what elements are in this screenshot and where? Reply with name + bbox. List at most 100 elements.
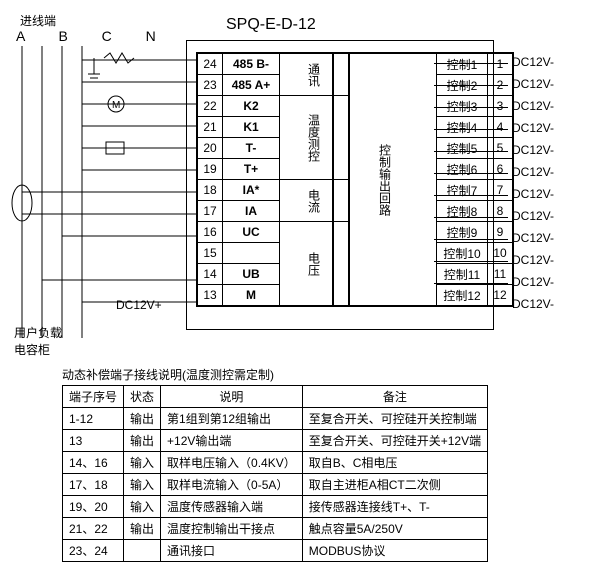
spec-table: 端子序号状态说明备注1-12输出第1组到第12组输出至复合开关、可控硅开关控制端…	[62, 385, 488, 562]
spec-cell: 输出	[124, 430, 161, 452]
dc12v-minus-label: DC12V-	[512, 77, 554, 91]
control-channel-number: 1	[488, 54, 513, 75]
spec-cell: 温度控制输出干接点	[161, 518, 303, 540]
spec-cell: 至复合开关、可控硅开关控制端	[302, 408, 487, 430]
dc12v-minus-label: DC12V-	[512, 253, 554, 267]
dc12v-minus-label: DC12V-	[512, 187, 554, 201]
dc-wire	[434, 129, 508, 130]
terminal-signal: IA	[223, 201, 280, 222]
right-terminal-block: 控制输出回路控制11控制22控制33控制44控制55控制66控制77控制88控制…	[332, 52, 514, 307]
dc12v-minus-label: DC12V-	[512, 165, 554, 179]
control-channel-number: 7	[488, 180, 513, 201]
terminal-signal: K2	[223, 96, 280, 117]
dc-wire	[434, 151, 508, 152]
left-schematic: M	[8, 8, 198, 348]
control-output-label: 控制输出回路	[334, 54, 437, 306]
control-channel-label: 控制1	[437, 54, 488, 75]
spec-cell: 取样电流输入（0-5A）	[161, 474, 303, 496]
dc12v-minus-label: DC12V-	[512, 143, 554, 157]
dc12v-minus-label: DC12V-	[512, 297, 554, 311]
control-channel-label: 控制11	[437, 264, 488, 285]
spec-cell: 至复合开关、可控硅开关+12V端	[302, 430, 487, 452]
spec-cell: 通讯接口	[161, 540, 303, 562]
dc12v-minus-label: DC12V-	[512, 209, 554, 223]
dc-wire	[434, 305, 508, 306]
dc12v-minus-label: DC12V-	[512, 275, 554, 289]
spec-cell: 13	[63, 430, 124, 452]
terminal-number: 19	[198, 159, 223, 180]
terminal-signal: IA*	[223, 180, 280, 201]
spec-cell: 输出	[124, 518, 161, 540]
control-channel-number: 12	[488, 285, 513, 306]
spec-title: 动态补偿端子接线说明(温度测控需定制)	[62, 366, 590, 383]
control-channel-label: 控制7	[437, 180, 488, 201]
spec-cell: 取自B、C相电压	[302, 452, 487, 474]
control-channel-number: 5	[488, 138, 513, 159]
dc-wire	[434, 63, 508, 64]
dc-wire	[434, 261, 508, 262]
spec-cell: 输入	[124, 496, 161, 518]
spec-cell: 温度传感器输入端	[161, 496, 303, 518]
control-channel-number: 8	[488, 201, 513, 222]
left-terminal-block: 24485 B-通讯23485 A+22K2温度测控21K120T-19T+18…	[196, 52, 350, 307]
spec-cell: 取样电压输入（0.4KV）	[161, 452, 303, 474]
spec-col-header: 状态	[124, 386, 161, 408]
terminal-signal: 485 B-	[223, 54, 280, 75]
terminal-number: 23	[198, 75, 223, 96]
dc12v-minus-label: DC12V-	[512, 231, 554, 245]
terminal-number: 21	[198, 117, 223, 138]
dc-wire	[434, 173, 508, 174]
spec-cell: 第1组到第12组输出	[161, 408, 303, 430]
wiring-diagram: 进线端 A B C N SPQ-E-D-12 M	[8, 8, 582, 360]
terminal-signal: M	[223, 285, 280, 306]
terminal-number: 24	[198, 54, 223, 75]
spec-cell: 19、20	[63, 496, 124, 518]
terminal-number: 17	[198, 201, 223, 222]
dc12v-plus-label: DC12V+	[116, 298, 162, 312]
control-channel-label: 控制3	[437, 96, 488, 117]
spec-cell: 23、24	[63, 540, 124, 562]
control-channel-number: 3	[488, 96, 513, 117]
terminal-signal: UB	[223, 264, 280, 285]
terminal-signal: T-	[223, 138, 280, 159]
terminal-number: 18	[198, 180, 223, 201]
dc-wire	[434, 85, 508, 86]
spec-cell: 21、22	[63, 518, 124, 540]
dc12v-minus-label: DC12V-	[512, 121, 554, 135]
dc-wire	[434, 217, 508, 218]
terminal-signal	[223, 243, 280, 264]
terminal-signal: 485 A+	[223, 75, 280, 96]
svg-text:M: M	[112, 100, 120, 111]
spec-cell: 输出	[124, 408, 161, 430]
dc-wire	[434, 283, 508, 284]
spec-cell: MODBUS协议	[302, 540, 487, 562]
terminal-number: 20	[198, 138, 223, 159]
spec-col-header: 端子序号	[63, 386, 124, 408]
spec-cell: 触点容量5A/250V	[302, 518, 487, 540]
control-channel-label: 控制6	[437, 159, 488, 180]
control-channel-number: 4	[488, 117, 513, 138]
dc12v-minus-label: DC12V-	[512, 55, 554, 69]
control-channel-label: 控制8	[437, 201, 488, 222]
spec-cell: 输入	[124, 474, 161, 496]
control-channel-label: 控制5	[437, 138, 488, 159]
terminal-number: 14	[198, 264, 223, 285]
control-channel-number: 6	[488, 159, 513, 180]
dc-wire	[434, 239, 508, 240]
spec-cell: 输入	[124, 452, 161, 474]
terminal-number: 16	[198, 222, 223, 243]
dc-wire	[434, 107, 508, 108]
terminal-signal: K1	[223, 117, 280, 138]
model-title: SPQ-E-D-12	[226, 16, 316, 34]
terminal-number: 22	[198, 96, 223, 117]
spec-col-header: 备注	[302, 386, 487, 408]
load-cabinet-label: 用户负载 电容柜	[14, 324, 62, 358]
terminal-number: 13	[198, 285, 223, 306]
spec-cell: 取自主进柜A相CT二次侧	[302, 474, 487, 496]
terminal-signal: T+	[223, 159, 280, 180]
control-channel-label: 控制4	[437, 117, 488, 138]
control-channel-number: 11	[488, 264, 513, 285]
terminal-signal: UC	[223, 222, 280, 243]
terminal-number: 15	[198, 243, 223, 264]
spec-cell: 1-12	[63, 408, 124, 430]
